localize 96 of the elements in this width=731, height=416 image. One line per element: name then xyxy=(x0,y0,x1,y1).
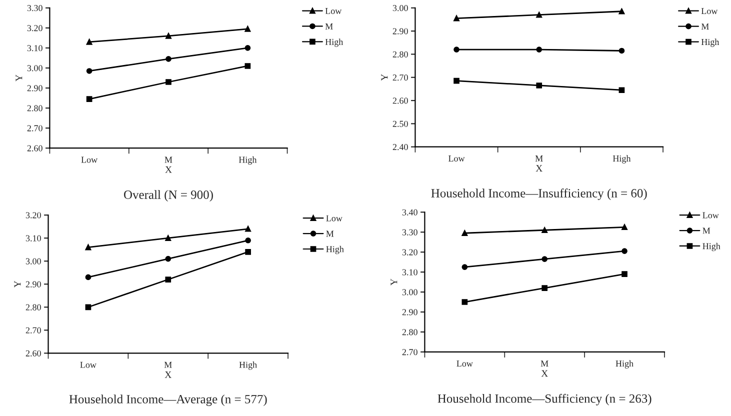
point xyxy=(165,256,172,262)
x-tick-label: M xyxy=(540,360,548,367)
y-tick-label: 3.10 xyxy=(402,269,418,276)
point xyxy=(462,264,468,270)
point xyxy=(86,96,92,102)
point xyxy=(536,12,542,18)
x-tick-label: High xyxy=(238,156,257,165)
x-axis-title: X xyxy=(165,166,172,173)
y-tick-label: 3.00 xyxy=(402,289,418,296)
point xyxy=(454,46,460,53)
y-tick-label: 3.20 xyxy=(26,212,41,218)
x-tick-label: High xyxy=(616,360,634,368)
point xyxy=(85,304,92,310)
point xyxy=(245,248,251,255)
legend-label: High xyxy=(326,246,344,254)
text: Household Income—Insufficiency (n = 60) xyxy=(431,188,647,200)
y-tick-label: 2.50 xyxy=(392,120,408,127)
text: Household Income—Sufficiency (n = 263) xyxy=(438,394,652,406)
legend-label: M xyxy=(701,24,709,30)
point xyxy=(244,45,251,51)
y-tick-label: 2.40 xyxy=(392,144,408,150)
point xyxy=(85,274,92,280)
x-axis-title: X xyxy=(541,370,548,377)
x-tick-label: High xyxy=(612,155,631,164)
x-tick-label: Low xyxy=(456,360,473,367)
y-tick-label: 2.90 xyxy=(392,28,408,34)
y-tick-label: 2.80 xyxy=(402,329,418,336)
y-axis-title: Y xyxy=(16,74,22,82)
y-tick-label: 2.80 xyxy=(26,304,41,310)
legend-label: High xyxy=(702,242,720,252)
x-tick-label: Low xyxy=(81,156,98,163)
y-tick-label: 2.60 xyxy=(27,145,42,152)
point xyxy=(454,78,460,84)
point xyxy=(536,82,542,88)
y-tick-label: 3.30 xyxy=(402,229,418,236)
y-tick-label: 2.80 xyxy=(27,105,42,112)
x-tick-label: Low xyxy=(448,156,465,162)
point xyxy=(86,68,92,74)
point xyxy=(85,244,92,250)
point xyxy=(245,237,251,244)
x-tick-label: M xyxy=(164,362,172,368)
y-tick-label: 2.60 xyxy=(392,98,408,104)
y-tick-label: 2.60 xyxy=(26,350,41,356)
x-tick-label: High xyxy=(239,362,257,370)
point xyxy=(536,46,542,53)
x-axis-title: X xyxy=(164,372,172,378)
point xyxy=(166,56,172,62)
x-tick-label: M xyxy=(164,156,172,163)
point xyxy=(618,87,625,94)
point xyxy=(245,226,251,232)
y-tick-label: 3.20 xyxy=(27,25,42,32)
y-tick-label: 2.70 xyxy=(26,327,41,334)
legend-label: Low xyxy=(325,8,342,14)
point xyxy=(618,8,625,14)
text: Overall (N = 900) xyxy=(124,190,213,202)
legend-label: Low xyxy=(326,215,342,222)
y-tick-label: 3.00 xyxy=(26,258,41,264)
point xyxy=(244,63,251,69)
y-tick-label: 2.70 xyxy=(402,349,418,356)
legend-label: High xyxy=(701,38,720,47)
legend-label: M xyxy=(326,230,334,237)
legend-label: Low xyxy=(702,212,719,218)
y-tick-label: 3.30 xyxy=(27,5,42,12)
y-tick-label: 2.90 xyxy=(27,85,42,92)
legend-label: M xyxy=(325,23,333,30)
point xyxy=(622,271,628,277)
point xyxy=(166,79,172,85)
x-tick-label: M xyxy=(535,156,543,162)
legend-label: M xyxy=(702,228,710,234)
y-tick-label: 3.10 xyxy=(26,235,41,242)
y-tick-label: 3.00 xyxy=(392,5,408,12)
text: Household Income—Average (n = 577) xyxy=(69,394,267,406)
x-tick-label: Low xyxy=(80,362,96,368)
point xyxy=(622,224,628,230)
y-axis-title: Y xyxy=(14,280,21,288)
point xyxy=(462,299,468,305)
y-tick-label: 3.10 xyxy=(27,45,42,52)
y-tick-label: 2.90 xyxy=(26,281,41,288)
point xyxy=(618,48,625,54)
y-tick-label: 2.70 xyxy=(392,74,408,81)
y-tick-label: 2.80 xyxy=(392,51,408,58)
y-tick-label: 2.70 xyxy=(27,125,42,132)
point xyxy=(622,248,628,254)
y-tick-label: 3.00 xyxy=(27,65,42,72)
legend-label: Low xyxy=(701,8,718,14)
y-tick-label: 3.20 xyxy=(402,249,418,256)
y-axis-title: Y xyxy=(390,278,398,286)
point xyxy=(454,15,460,22)
point xyxy=(542,256,548,262)
x-axis-title: X xyxy=(536,165,542,172)
y-axis-title: Y xyxy=(381,74,388,81)
y-tick-label: 3.40 xyxy=(402,209,418,216)
point xyxy=(542,285,548,291)
legend-label: High xyxy=(325,38,344,47)
point xyxy=(165,276,172,282)
y-tick-label: 2.90 xyxy=(402,309,418,316)
